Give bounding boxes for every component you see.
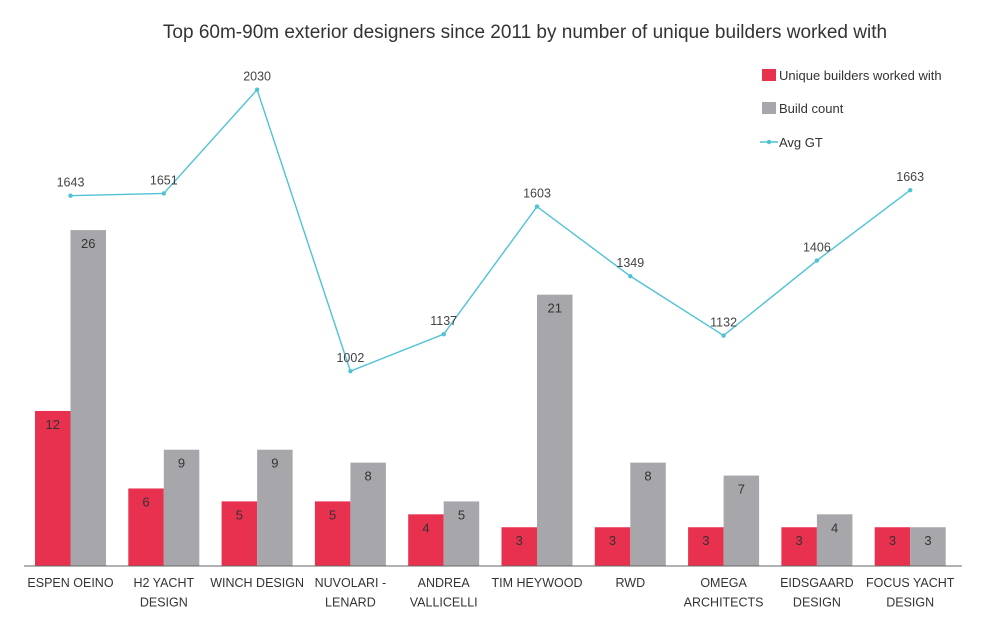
chart-title: Top 60m-90m exterior designers since 201… — [163, 22, 887, 43]
bar-layer: 12 26 6 9 5 9 5 8 4 5 3 21 3 8 3 7 3 4 3 3 — [35, 230, 946, 566]
bar-build-count — [163, 449, 200, 566]
avg-gt-label: 1406 — [803, 241, 831, 255]
bar-build-count — [443, 501, 480, 566]
legend-label: Avg GT — [779, 135, 823, 150]
x-tick-label: LENARD — [325, 596, 376, 610]
x-tick-label: EIDSGAARD — [780, 576, 854, 590]
x-tick-label: ESPEN OEINO — [27, 576, 113, 590]
avg-gt-point — [68, 193, 73, 198]
bar-unique-builders — [221, 501, 258, 566]
x-tick-label: DESIGN — [793, 596, 841, 610]
avg-gt-label: 1349 — [616, 256, 644, 270]
x-tick-label: FOCUS YACHT — [866, 576, 955, 590]
x-tick-label: VALLICELLI — [410, 596, 478, 610]
avg-gt-label: 2030 — [243, 70, 271, 84]
avg-gt-point — [908, 187, 913, 193]
bar-unique-builders — [781, 527, 817, 566]
bar-label-unique-builders: 3 — [516, 533, 523, 548]
x-tick-label: OMEGA — [700, 576, 747, 590]
bar-label-unique-builders: 3 — [889, 533, 896, 548]
bar-build-count — [816, 514, 853, 566]
bar-label-unique-builders: 12 — [46, 417, 60, 432]
bar-unique-builders — [128, 488, 164, 566]
bar-unique-builders — [594, 527, 631, 566]
avg-gt-point — [814, 258, 820, 263]
bar-build-count — [70, 230, 106, 566]
avg-gt-label: 1663 — [896, 170, 924, 184]
bar-label-build-count: 5 — [458, 507, 465, 522]
legend-swatch-build-count — [762, 102, 776, 114]
bar-label-build-count: 4 — [831, 520, 838, 535]
avg-gt-label: 1002 — [336, 351, 364, 365]
bar-build-count — [910, 527, 946, 566]
bar-label-build-count: 21 — [548, 301, 562, 316]
bar-label-unique-builders: 3 — [609, 533, 616, 548]
bar-label-build-count: 26 — [81, 236, 95, 251]
bar-build-count — [537, 294, 573, 566]
legend-marker-avg-gt — [766, 139, 772, 145]
bar-label-unique-builders: 5 — [236, 507, 243, 522]
bar-unique-builders — [35, 410, 71, 566]
x-tick-label: ARCHITECTS — [684, 596, 764, 610]
x-tick-label: H2 YACHT — [133, 576, 194, 590]
x-tick-label: NUVOLARI - — [315, 576, 387, 590]
bar-unique-builders — [874, 527, 911, 566]
avg-gt-label: 1132 — [710, 316, 737, 330]
bar-build-count — [630, 462, 666, 566]
legend-label: Unique builders worked with — [779, 68, 942, 83]
x-tick-label: RWD — [615, 576, 645, 590]
legend-label: Build count — [779, 101, 844, 116]
bar-label-build-count: 9 — [178, 456, 185, 471]
bar-label-unique-builders: 3 — [796, 533, 803, 548]
legend-swatch-unique-builders — [762, 69, 776, 81]
bar-label-unique-builders: 3 — [702, 533, 709, 548]
legend: Unique builders worked with Build count Av… — [760, 68, 942, 150]
x-tick-label: DESIGN — [140, 596, 188, 610]
bar-label-build-count: 9 — [271, 456, 278, 471]
avg-gt-label: 1651 — [150, 173, 178, 187]
label-layer: ESPEN OEINO H2 YACHT DESIGN WINCH DESIGN NUV… — [27, 576, 954, 610]
bar-label-build-count: 8 — [365, 469, 372, 484]
x-tick-label: TIM HEYWOOD — [492, 576, 583, 590]
bar-label-build-count: 3 — [924, 533, 931, 548]
bar-build-count — [723, 475, 760, 566]
avg-gt-label: 1643 — [57, 176, 85, 190]
bar-unique-builders — [688, 527, 724, 566]
line-layer: 1643 1651 2030 1002 1137 1603 1349 1132 1406 1663 — [57, 70, 924, 374]
avg-gt-point — [348, 368, 353, 374]
avg-gt-label: 1603 — [523, 187, 551, 201]
x-tick-label: DESIGN — [886, 596, 934, 610]
avg-gt-point — [628, 273, 633, 279]
avg-gt-point — [161, 191, 166, 196]
avg-gt-label: 1137 — [430, 314, 457, 328]
avg-gt-point — [534, 204, 540, 209]
bar-build-count — [350, 462, 386, 566]
bar-label-unique-builders: 6 — [142, 494, 149, 509]
bar-label-build-count: 8 — [644, 469, 651, 484]
bar-label-build-count: 7 — [738, 482, 745, 497]
bar-unique-builders — [314, 501, 351, 566]
bar-label-unique-builders: 4 — [422, 520, 429, 535]
bar-label-unique-builders: 5 — [329, 507, 336, 522]
x-tick-label: ANDREA — [418, 576, 471, 590]
bar-unique-builders — [501, 527, 537, 566]
bar-build-count — [257, 449, 293, 566]
avg-gt-point — [441, 331, 446, 337]
avg-gt-point — [254, 87, 260, 92]
bar-unique-builders — [408, 514, 444, 566]
avg-gt-point — [721, 333, 726, 338]
x-tick-label: WINCH DESIGN — [210, 576, 304, 590]
avg-gt-line — [70, 88, 911, 373]
